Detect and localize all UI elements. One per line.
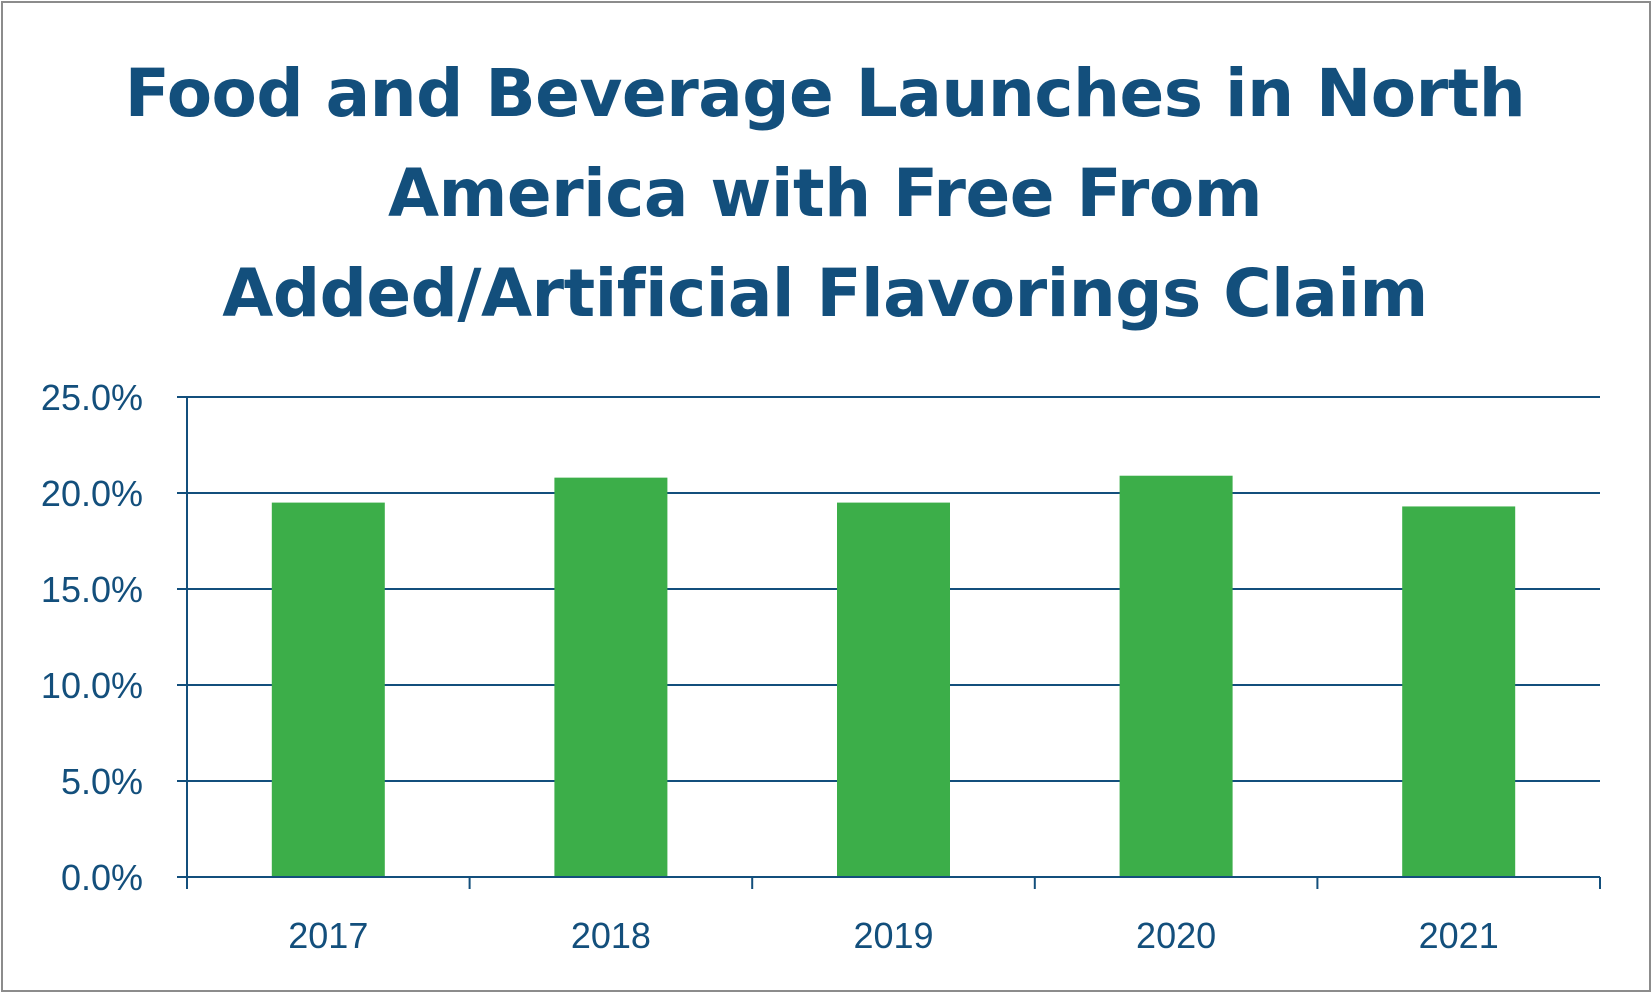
chart-title-line-1: Food and Beverage Launches in North xyxy=(124,55,1526,132)
x-tick-label-2021: 2021 xyxy=(1419,915,1499,956)
y-tick-label: 10.0% xyxy=(41,665,143,706)
bars xyxy=(271,475,1516,877)
bar-2020 xyxy=(1119,475,1233,877)
x-tick-label-2020: 2020 xyxy=(1136,915,1216,956)
y-tick-label: 15.0% xyxy=(41,569,143,610)
y-tick-label: 20.0% xyxy=(41,473,143,514)
tick-labels: 0.0% 5.0% 10.0% 15.0% 20.0% 25.0% 2017 2018 2019… xyxy=(41,377,1499,956)
chart-title-line-3: Added/Artificial Flavorings Claim xyxy=(222,255,1428,332)
y-tick-label: 25.0% xyxy=(41,377,143,418)
x-tick-label-2017: 2017 xyxy=(288,915,368,956)
y-tick-label: 5.0% xyxy=(61,761,143,802)
y-tick-label: 0.0% xyxy=(61,857,143,898)
x-tick-label-2019: 2019 xyxy=(853,915,933,956)
bar-2021 xyxy=(1402,506,1516,877)
bar-2017 xyxy=(271,502,385,877)
bar-2018 xyxy=(554,477,668,877)
chart-title-line-2: America with Free From xyxy=(388,155,1262,232)
chart-title: Food and Beverage Launches in North Amer… xyxy=(40,44,1610,344)
axes xyxy=(177,396,1601,889)
bar-2019 xyxy=(837,502,950,877)
x-tick-label-2018: 2018 xyxy=(571,915,651,956)
